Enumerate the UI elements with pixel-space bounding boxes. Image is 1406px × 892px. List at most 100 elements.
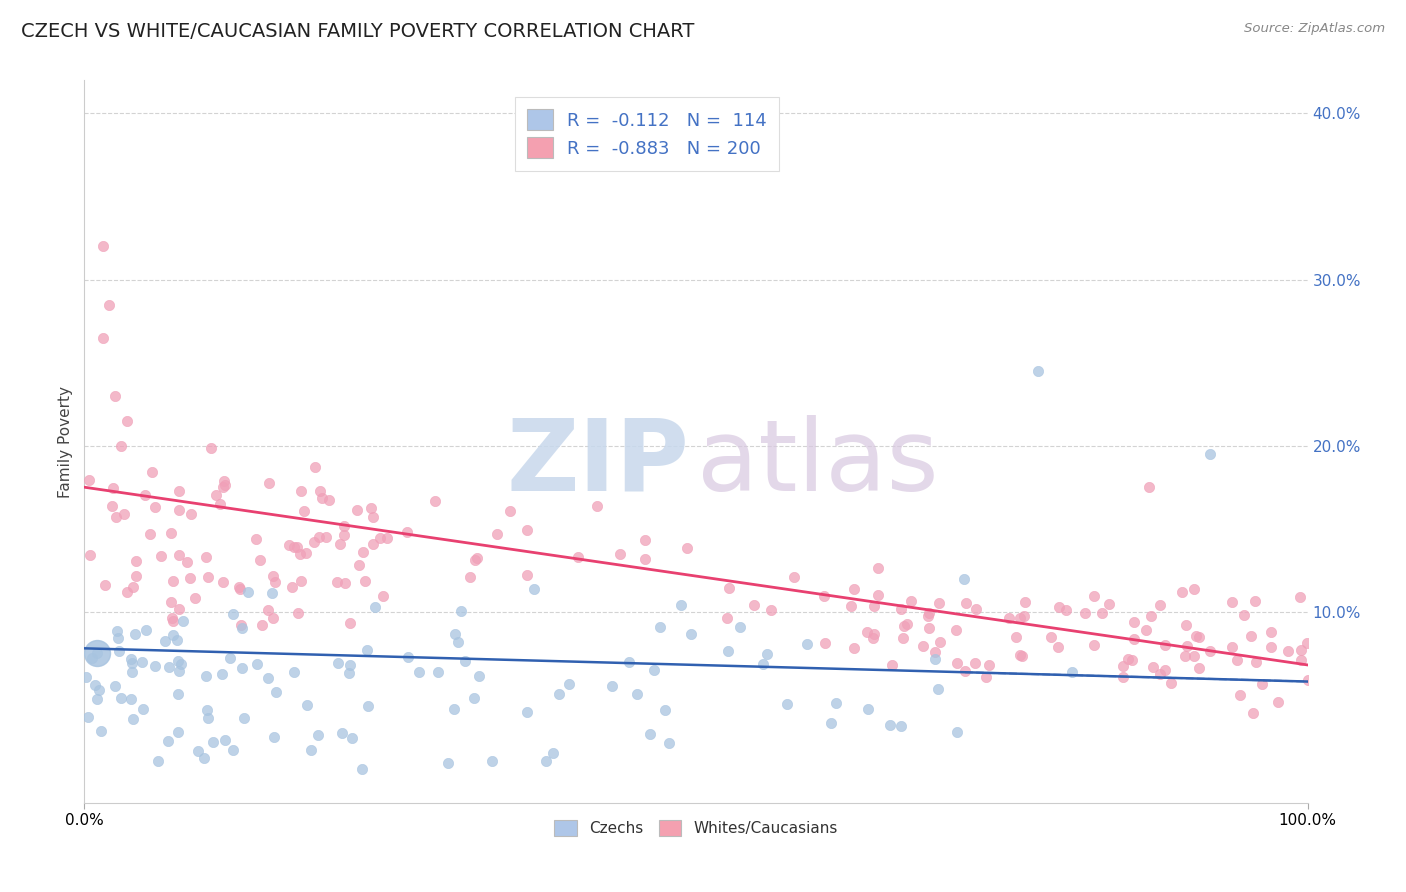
Point [499, 504, 522, 518]
Point [187, 744, 209, 758]
Text: atlas: atlas [697, 415, 939, 512]
Point [1098, 597, 1121, 611]
Point [541, 746, 564, 760]
Point [681, 627, 703, 641]
Point [1091, 607, 1114, 621]
Point [1199, 644, 1222, 658]
Point [882, 657, 904, 672]
Point [249, 553, 271, 567]
Point [761, 603, 783, 617]
Point [315, 530, 337, 544]
Point [744, 598, 766, 612]
Point [308, 530, 330, 544]
Point [965, 602, 987, 616]
Point [585, 500, 607, 514]
Point [862, 627, 884, 641]
Point [1226, 652, 1249, 666]
Point [141, 465, 163, 479]
Point [558, 677, 581, 691]
Point [1014, 595, 1036, 609]
Point [176, 555, 198, 569]
Point [201, 734, 224, 748]
Point [356, 643, 378, 657]
Point [896, 617, 918, 632]
Point [1040, 630, 1063, 644]
Point [108, 644, 131, 658]
Point [231, 618, 253, 632]
Point [1046, 640, 1069, 654]
Point [917, 606, 939, 620]
Point [945, 623, 967, 637]
Point [643, 663, 665, 677]
Point [304, 460, 326, 475]
Point [1123, 615, 1146, 630]
Point [1083, 589, 1105, 603]
Point [464, 552, 486, 566]
Point [360, 500, 382, 515]
Point [167, 503, 190, 517]
Point [946, 656, 969, 670]
Point [145, 500, 167, 514]
Point [292, 504, 315, 518]
Point [1054, 603, 1077, 617]
Point [548, 687, 571, 701]
Point [1010, 648, 1032, 663]
Point [368, 531, 391, 545]
Point [1267, 695, 1289, 709]
Point [716, 611, 738, 625]
Point [858, 702, 880, 716]
Point [1011, 648, 1033, 663]
Point [193, 750, 215, 764]
Point [332, 726, 354, 740]
Point [87, 683, 110, 698]
Point [796, 637, 818, 651]
Point [229, 582, 252, 597]
Point [1229, 688, 1251, 702]
Point [436, 756, 458, 770]
Point [953, 664, 976, 678]
Point [309, 484, 332, 499]
Point [1277, 644, 1299, 658]
Point [231, 660, 253, 674]
Point [924, 645, 946, 659]
Point [354, 574, 377, 588]
Point [115, 585, 138, 599]
Point [82, 650, 104, 665]
Point [162, 574, 184, 588]
Point [156, 734, 179, 748]
Point [125, 568, 148, 582]
Point [814, 636, 837, 650]
Point [1047, 600, 1070, 615]
Point [290, 483, 312, 498]
Point [1187, 661, 1209, 675]
Point [167, 601, 190, 615]
Point [218, 651, 240, 665]
Point [450, 604, 472, 618]
Point [318, 493, 340, 508]
Point [423, 494, 446, 508]
Point [157, 659, 180, 673]
Point [924, 652, 946, 666]
Point [946, 724, 969, 739]
Point [1182, 582, 1205, 597]
Point [170, 657, 193, 672]
Point [212, 575, 235, 590]
Point [963, 656, 986, 670]
Point [283, 540, 305, 554]
Point [953, 572, 976, 586]
Point [264, 574, 287, 589]
Point [396, 524, 419, 539]
Point [86, 646, 108, 660]
Point [339, 658, 361, 673]
Point [97, 297, 120, 311]
Point [634, 551, 657, 566]
Point [820, 715, 842, 730]
Point [1240, 629, 1263, 643]
Point [676, 541, 699, 555]
Point [212, 480, 235, 494]
Point [361, 509, 384, 524]
Point [1154, 663, 1177, 677]
Point [1142, 660, 1164, 674]
Point [1154, 638, 1177, 652]
Point [516, 523, 538, 537]
